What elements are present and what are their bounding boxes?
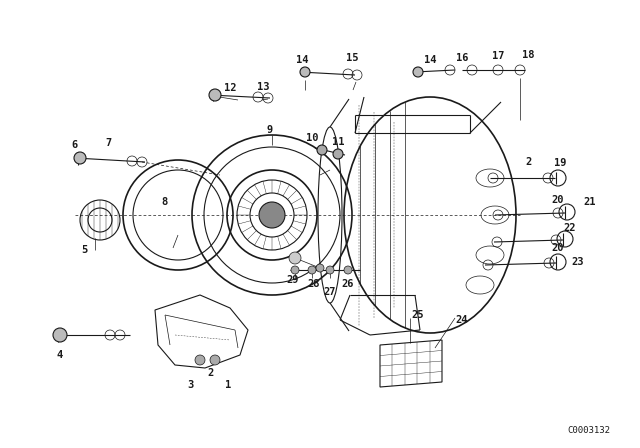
Circle shape [326, 266, 334, 274]
Text: 3: 3 [187, 380, 193, 390]
Circle shape [195, 355, 205, 365]
Circle shape [210, 355, 220, 365]
Text: 28: 28 [308, 279, 320, 289]
Circle shape [300, 67, 310, 77]
Text: 15: 15 [346, 53, 358, 63]
Circle shape [53, 328, 67, 342]
Text: 2: 2 [207, 368, 213, 378]
Circle shape [291, 266, 299, 274]
Text: 11: 11 [332, 137, 344, 147]
Circle shape [344, 266, 352, 274]
Text: 6: 6 [72, 140, 78, 150]
Text: 21: 21 [584, 197, 596, 207]
Text: 4: 4 [57, 350, 63, 360]
Text: 10: 10 [306, 133, 318, 143]
Text: 23: 23 [572, 257, 584, 267]
Text: 17: 17 [492, 51, 504, 61]
Text: 5: 5 [81, 245, 87, 255]
Text: 29: 29 [287, 275, 300, 285]
Text: 19: 19 [554, 158, 566, 168]
Text: 16: 16 [456, 53, 468, 63]
Text: 9: 9 [267, 125, 273, 135]
Text: 20: 20 [552, 243, 564, 253]
Text: 2: 2 [525, 157, 531, 167]
Circle shape [308, 266, 316, 274]
Text: 20: 20 [552, 195, 564, 205]
Text: 13: 13 [257, 82, 269, 92]
Text: 18: 18 [522, 50, 534, 60]
Text: 25: 25 [412, 310, 424, 320]
Text: 24: 24 [456, 315, 468, 325]
Circle shape [209, 89, 221, 101]
Text: 7: 7 [105, 138, 111, 148]
Text: 14: 14 [424, 55, 436, 65]
Circle shape [259, 202, 285, 228]
Circle shape [317, 145, 327, 155]
Text: 8: 8 [162, 197, 168, 207]
Circle shape [289, 252, 301, 264]
Text: 12: 12 [224, 83, 236, 93]
Circle shape [74, 152, 86, 164]
Text: 27: 27 [324, 287, 336, 297]
Text: C0003132: C0003132 [567, 426, 610, 435]
Circle shape [413, 67, 423, 77]
Circle shape [316, 264, 324, 272]
Text: 22: 22 [564, 223, 576, 233]
Text: 26: 26 [342, 279, 355, 289]
Text: 14: 14 [296, 55, 308, 65]
Circle shape [333, 149, 343, 159]
Text: 1: 1 [225, 380, 231, 390]
